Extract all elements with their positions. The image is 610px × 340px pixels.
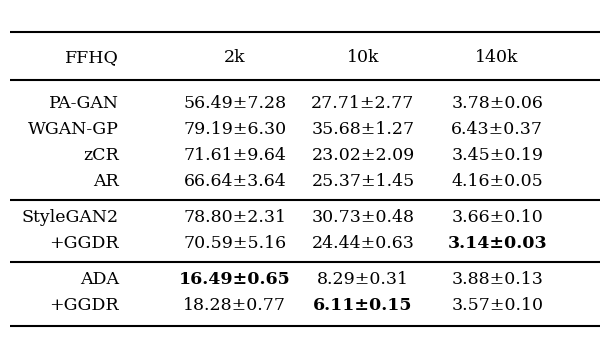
Text: 4.16±0.05: 4.16±0.05 — [451, 173, 543, 190]
Text: 3.88±0.13: 3.88±0.13 — [451, 272, 543, 289]
Text: +GGDR: +GGDR — [49, 236, 119, 253]
Text: 23.02±2.09: 23.02±2.09 — [311, 148, 415, 165]
Text: 16.49±0.65: 16.49±0.65 — [179, 272, 291, 289]
Text: 3.78±0.06: 3.78±0.06 — [451, 96, 543, 113]
Text: StyleGAN2: StyleGAN2 — [22, 209, 119, 226]
Text: 70.59±5.16: 70.59±5.16 — [183, 236, 287, 253]
Text: 30.73±0.48: 30.73±0.48 — [312, 209, 414, 226]
Text: 56.49±7.28: 56.49±7.28 — [183, 96, 287, 113]
Text: 79.19±6.30: 79.19±6.30 — [183, 121, 287, 138]
Text: 3.66±0.10: 3.66±0.10 — [451, 209, 543, 226]
Text: 35.68±1.27: 35.68±1.27 — [311, 121, 415, 138]
Text: FFHQ: FFHQ — [65, 50, 119, 67]
Text: ADA: ADA — [80, 272, 119, 289]
Text: WGAN-GP: WGAN-GP — [28, 121, 119, 138]
Text: 3.45±0.19: 3.45±0.19 — [451, 148, 543, 165]
Text: 27.71±2.77: 27.71±2.77 — [311, 96, 415, 113]
Text: 24.44±0.63: 24.44±0.63 — [312, 236, 414, 253]
Text: 71.61±9.64: 71.61±9.64 — [184, 148, 286, 165]
Text: PA-GAN: PA-GAN — [49, 96, 119, 113]
Text: 78.80±2.31: 78.80±2.31 — [184, 209, 286, 226]
Text: 6.11±0.15: 6.11±0.15 — [313, 298, 413, 314]
Text: 3.57±0.10: 3.57±0.10 — [451, 298, 543, 314]
Text: AR: AR — [93, 173, 119, 190]
Text: 3.14±0.03: 3.14±0.03 — [447, 236, 547, 253]
Text: 6.43±0.37: 6.43±0.37 — [451, 121, 543, 138]
Text: 8.29±0.31: 8.29±0.31 — [317, 272, 409, 289]
Text: 66.64±3.64: 66.64±3.64 — [184, 173, 286, 190]
Text: +GGDR: +GGDR — [49, 298, 119, 314]
Text: 140k: 140k — [475, 50, 519, 67]
Text: 2k: 2k — [224, 50, 246, 67]
Text: zCR: zCR — [83, 148, 119, 165]
Text: 25.37±1.45: 25.37±1.45 — [311, 173, 415, 190]
Text: 18.28±0.77: 18.28±0.77 — [184, 298, 286, 314]
Text: 10k: 10k — [346, 50, 379, 67]
